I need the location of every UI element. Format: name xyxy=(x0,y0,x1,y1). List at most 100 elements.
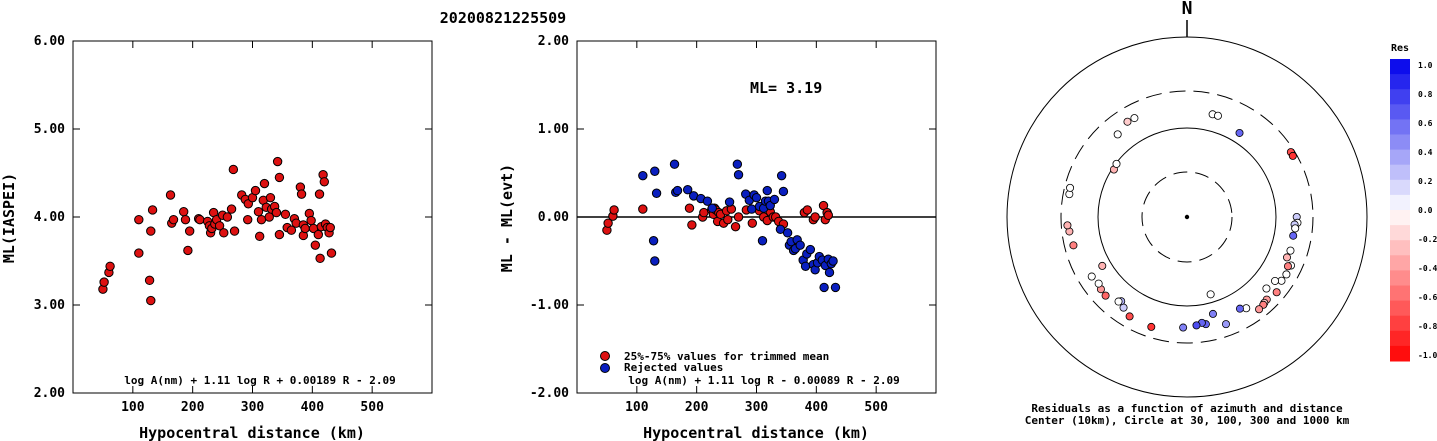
data-point xyxy=(326,248,337,258)
plot1-frame xyxy=(72,40,433,394)
y-tick-label: -1.00 xyxy=(530,298,569,313)
colorbar-tick-label: 0.2 xyxy=(1418,177,1433,186)
data-point xyxy=(682,185,693,195)
data-point xyxy=(778,186,789,197)
data-point xyxy=(250,185,261,196)
data-point xyxy=(684,203,695,213)
residual-vs-distance-plot: -2.00 -1.00 0.00 1.00 2.00 100 200 300 400 500 M… xyxy=(498,34,937,441)
data-point xyxy=(730,221,741,232)
residual-point xyxy=(1147,322,1156,331)
data-point xyxy=(824,267,835,278)
data-point xyxy=(733,212,744,222)
data-point xyxy=(226,204,237,214)
data-point xyxy=(180,214,191,225)
data-point xyxy=(707,203,717,213)
colorbar-title: Res xyxy=(1391,43,1409,54)
colorbar-cell xyxy=(1390,149,1410,166)
data-point xyxy=(651,188,662,198)
residual-point xyxy=(1255,305,1264,314)
y-tick-label: 5.00 xyxy=(34,122,65,137)
data-point xyxy=(168,214,179,225)
residual-point xyxy=(1123,117,1132,126)
colorbar-cell xyxy=(1390,315,1410,332)
data-point xyxy=(134,214,144,225)
colorbar-cell xyxy=(1390,89,1410,105)
residual-point xyxy=(1208,309,1217,318)
colorbar-cell xyxy=(1390,240,1410,256)
colorbar-cell xyxy=(1390,300,1410,317)
data-point xyxy=(757,236,768,246)
data-point xyxy=(229,226,240,236)
plot2-ylabel: ML - ML(evt) xyxy=(498,164,516,272)
legend-label-rejected: Rejected values xyxy=(624,361,723,374)
colorbar-tick-label: -0.6 xyxy=(1418,293,1437,302)
y-tick-label: 2.00 xyxy=(538,34,569,49)
data-point xyxy=(271,207,282,218)
colorbar-tick-label: 1.0 xyxy=(1418,61,1433,70)
residual-colorbar: Res 1.0 0.8 0.6 0.4 0.2 0.0 -0.2 -0.4 -0.6 -0.8 -1… xyxy=(1390,43,1437,362)
north-label: N xyxy=(1182,0,1193,19)
data-point xyxy=(795,240,805,250)
plot2-formula: log A(nm) + 1.11 log R - 0.00089 R - 2.0… xyxy=(628,374,900,387)
residual-point xyxy=(1179,323,1188,332)
azimuth-residual-plot: N Residuals as a function of azimuth and… xyxy=(1006,0,1368,427)
data-point xyxy=(280,209,291,220)
residual-point xyxy=(1235,128,1244,137)
colorbar-cell xyxy=(1390,134,1410,151)
y-tick-label: 3.00 xyxy=(34,298,65,313)
y-tick-label: 4.00 xyxy=(34,210,65,225)
colorbar-cell xyxy=(1390,194,1410,211)
data-point xyxy=(274,172,285,183)
colorbar-tick-label: -0.2 xyxy=(1418,235,1437,244)
data-point xyxy=(638,170,648,181)
data-point xyxy=(810,212,820,222)
x-tick-label: 300 xyxy=(241,400,265,415)
data-point xyxy=(146,226,156,236)
data-point xyxy=(638,204,648,214)
plot1-formula: log A(nm) + 1.11 log R + 0.00189 R - 2.0… xyxy=(124,374,396,387)
residual-point xyxy=(1286,246,1295,255)
data-point xyxy=(254,231,265,242)
residual-point xyxy=(1262,284,1271,293)
data-point xyxy=(733,170,744,180)
data-point xyxy=(147,205,158,215)
data-point xyxy=(144,275,155,286)
residual-point xyxy=(1235,304,1244,313)
caption-line-1: Residuals as a function of azimuth and d… xyxy=(1031,402,1343,415)
data-point xyxy=(178,207,189,217)
x-tick-label: 100 xyxy=(625,400,649,415)
colorbar-cell xyxy=(1390,330,1410,347)
data-point xyxy=(105,261,115,271)
residual-point xyxy=(1114,297,1123,306)
data-point xyxy=(259,178,270,189)
ml-annotation: ML= 3.19 xyxy=(750,79,822,97)
data-point xyxy=(650,256,660,266)
y-tick-label: 0.00 xyxy=(538,210,569,225)
residual-point xyxy=(1272,288,1281,297)
data-point xyxy=(319,177,329,187)
residual-point xyxy=(1125,312,1134,321)
colorbar-cell xyxy=(1390,285,1410,302)
residual-point xyxy=(1087,272,1096,281)
data-point xyxy=(134,248,144,258)
residual-point xyxy=(1282,253,1291,262)
data-point xyxy=(228,164,239,175)
residual-point xyxy=(1271,276,1280,285)
data-point xyxy=(274,229,285,240)
data-point xyxy=(776,170,787,181)
x-tick-label: 500 xyxy=(360,400,384,415)
colorbar-tick-label: 0.6 xyxy=(1418,119,1433,128)
data-point xyxy=(687,220,697,230)
residual-point xyxy=(1288,151,1297,160)
data-point xyxy=(256,214,267,225)
data-point xyxy=(762,185,772,196)
circle-30km xyxy=(1141,171,1233,263)
data-point xyxy=(782,228,793,238)
residual-point xyxy=(1130,114,1139,123)
data-point xyxy=(830,282,841,293)
colorbar-cell xyxy=(1390,255,1410,271)
x-tick-label: 400 xyxy=(805,400,829,415)
plot2-xlabel: Hypocentral distance (km) xyxy=(643,424,869,441)
residual-point xyxy=(1112,159,1121,168)
